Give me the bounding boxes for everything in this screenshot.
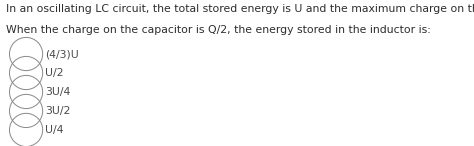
Text: 3U/4: 3U/4 <box>45 87 71 97</box>
Text: U/2: U/2 <box>45 68 64 78</box>
Text: In an oscillating LC circuit, the total stored energy is U and the maximum charg: In an oscillating LC circuit, the total … <box>6 4 474 14</box>
Text: U/4: U/4 <box>45 125 64 135</box>
Text: (4/3)U: (4/3)U <box>45 49 79 59</box>
Text: 3U/2: 3U/2 <box>45 106 71 116</box>
Text: When the charge on the capacitor is Q/2, the energy stored in the inductor is:: When the charge on the capacitor is Q/2,… <box>6 25 430 35</box>
